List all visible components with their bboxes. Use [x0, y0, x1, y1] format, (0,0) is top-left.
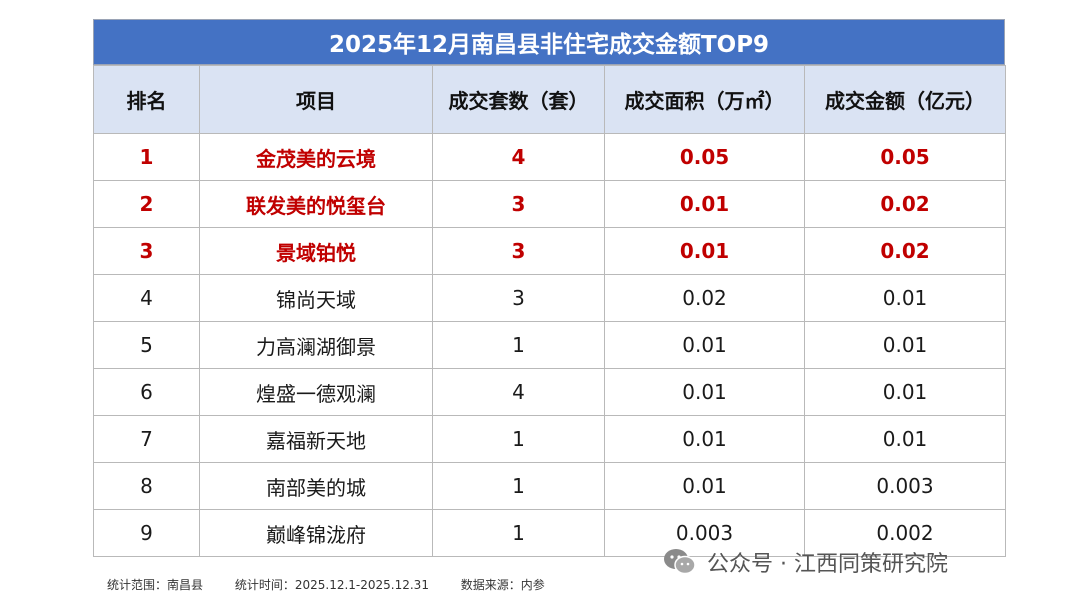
footnote-scope: 统计范围：南昌县: [107, 578, 204, 592]
rank-cell: 5: [93, 321, 200, 369]
footnote-period: 统计时间：2025.12.1-2025.12.31: [234, 578, 429, 592]
area-cell: 0.01: [604, 462, 805, 510]
project-cell: 景域铂悦: [199, 227, 433, 275]
footnote-source: 数据来源：内参: [460, 578, 545, 592]
project-cell: 南部美的城: [199, 462, 433, 510]
amount-cell: 0.01: [804, 274, 1006, 322]
units-cell: 3: [432, 227, 605, 275]
table-row: 7 嘉福新天地 1 0.01 0.01: [93, 415, 1006, 463]
area-cell: 0.01: [604, 321, 805, 369]
project-cell: 金茂美的云境: [199, 133, 433, 181]
watermark-text: 公众号 · 江西同策研究院: [707, 552, 948, 577]
table-row: 9 巅峰锦泷府 1 0.003 0.002: [93, 509, 1006, 557]
units-cell: 3: [432, 180, 605, 228]
header-rank: 排名: [93, 65, 200, 134]
header-area: 成交面积（万㎡）: [604, 65, 805, 134]
amount-cell: 0.01: [804, 368, 1006, 416]
table-row: 1 金茂美的云境 4 0.05 0.05: [93, 133, 1006, 181]
amount-cell: 0.02: [804, 180, 1006, 228]
rank-cell: 1: [93, 133, 200, 181]
header-row: 排名 项目 成交套数（套） 成交面积（万㎡） 成交金额（亿元）: [93, 65, 1006, 134]
ranking-table: 排名 项目 成交套数（套） 成交面积（万㎡） 成交金额（亿元） 1 金茂美的云境…: [93, 65, 1006, 557]
table-row: 2 联发美的悦玺台 3 0.01 0.02: [93, 180, 1006, 228]
table-row: 6 煌盛一德观澜 4 0.01 0.01: [93, 368, 1006, 416]
rank-cell: 7: [93, 415, 200, 463]
amount-cell: 0.05: [804, 133, 1006, 181]
account-watermark: 公众号 · 江西同策研究院: [663, 546, 948, 578]
project-cell: 力高澜湖御景: [199, 321, 433, 369]
rank-cell: 8: [93, 462, 200, 510]
units-cell: 3: [432, 274, 605, 322]
rank-cell: 2: [93, 180, 200, 228]
table-title: 2025年12月南昌县非住宅成交金额TOP9: [93, 19, 1005, 65]
project-cell: 锦尚天域: [199, 274, 433, 322]
area-cell: 0.02: [604, 274, 805, 322]
units-cell: 1: [432, 509, 605, 557]
area-cell: 0.01: [604, 368, 805, 416]
project-cell: 煌盛一德观澜: [199, 368, 433, 416]
amount-cell: 0.01: [804, 415, 1006, 463]
header-units: 成交套数（套）: [432, 65, 605, 134]
table-row: 5 力高澜湖御景 1 0.01 0.01: [93, 321, 1006, 369]
area-cell: 0.003: [604, 509, 805, 557]
table-row: 8 南部美的城 1 0.01 0.003: [93, 462, 1006, 510]
units-cell: 4: [432, 368, 605, 416]
rank-cell: 4: [93, 274, 200, 322]
amount-cell: 0.01: [804, 321, 1006, 369]
rank-cell: 6: [93, 368, 200, 416]
rank-cell: 9: [93, 509, 200, 557]
amount-cell: 0.02: [804, 227, 1006, 275]
project-cell: 联发美的悦玺台: [199, 180, 433, 228]
project-cell: 巅峰锦泷府: [199, 509, 433, 557]
area-cell: 0.01: [604, 415, 805, 463]
header-project: 项目: [199, 65, 433, 134]
amount-cell: 0.002: [804, 509, 1006, 557]
amount-cell: 0.003: [804, 462, 1006, 510]
table-row: 4 锦尚天域 3 0.02 0.01: [93, 274, 1006, 322]
units-cell: 1: [432, 321, 605, 369]
area-cell: 0.05: [604, 133, 805, 181]
units-cell: 4: [432, 133, 605, 181]
ranking-table-container: 2025年12月南昌县非住宅成交金额TOP9 排名 项目 成交套数（套） 成交面…: [93, 19, 1006, 557]
area-cell: 0.01: [604, 227, 805, 275]
area-cell: 0.01: [604, 180, 805, 228]
table-row: 3 景域铂悦 3 0.01 0.02: [93, 227, 1006, 275]
units-cell: 1: [432, 462, 605, 510]
units-cell: 1: [432, 415, 605, 463]
rank-cell: 3: [93, 227, 200, 275]
wechat-icon: [664, 549, 696, 575]
project-cell: 嘉福新天地: [199, 415, 433, 463]
footnote: 统计范围：南昌县 统计时间：2025.12.1-2025.12.31 数据来源：…: [107, 576, 573, 593]
header-amount: 成交金额（亿元）: [804, 65, 1006, 134]
